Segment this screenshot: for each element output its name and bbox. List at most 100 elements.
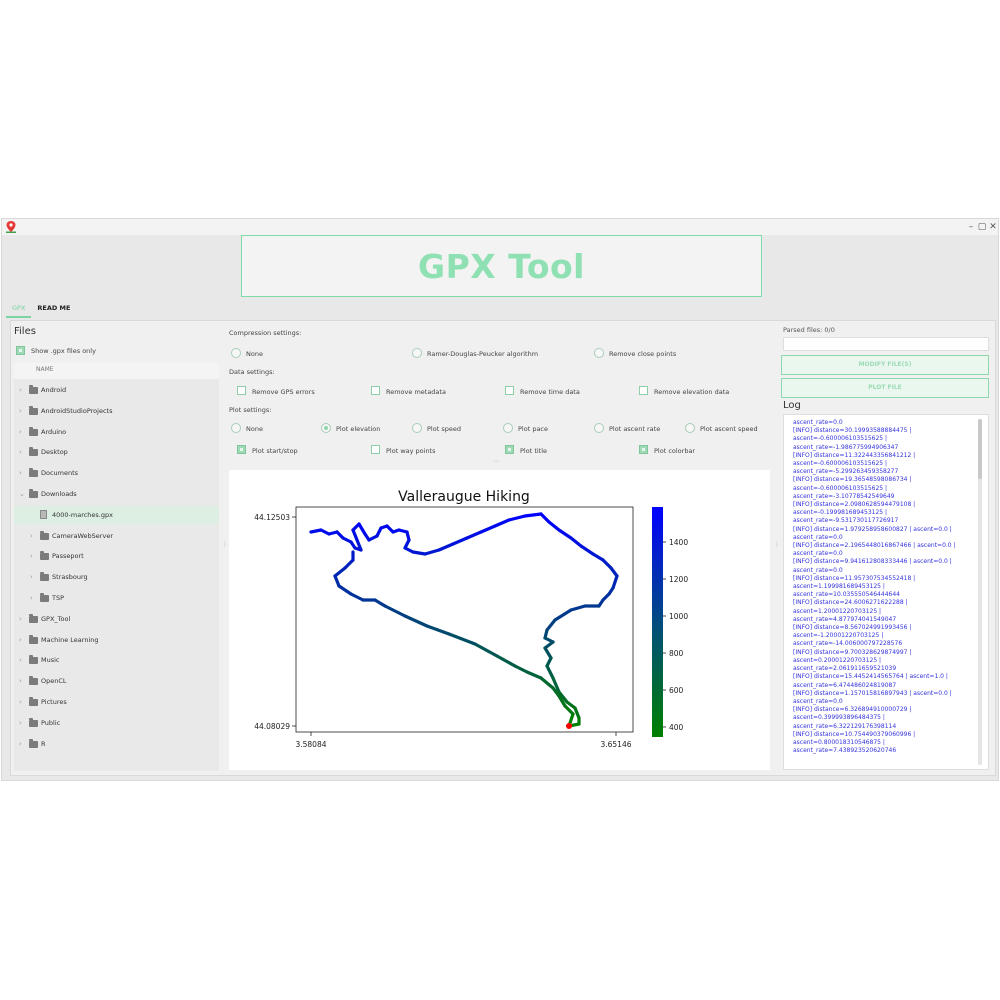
plot-way-points-checkbox[interactable] (371, 445, 380, 454)
plot-ascent-rate-radio[interactable] (594, 423, 604, 433)
folder-item[interactable]: › Music (14, 651, 219, 669)
folder-icon (29, 738, 38, 748)
plot-colorbar-checkbox[interactable] (639, 445, 648, 454)
log-output[interactable]: ascent_rate=0.0 [INFO] distance=30.199935… (783, 414, 989, 770)
chevron-right-icon[interactable]: › (19, 718, 22, 727)
folder-item[interactable]: › Public (14, 714, 219, 732)
track-segment (557, 528, 573, 540)
chevron-right-icon[interactable]: › (30, 552, 33, 561)
track-segment (465, 530, 483, 540)
plot-elevation-radio[interactable] (321, 423, 331, 433)
file-tree[interactable]: NAME › Android › AndroidStudioProjects › Ardu… (14, 363, 219, 771)
chevron-right-icon[interactable]: › (30, 573, 33, 582)
chevron-right-icon[interactable]: › (19, 635, 22, 644)
log-line: ascent_rate=6.474486024819087 (793, 681, 897, 689)
compression-rdp-label: Ramer-Douglas-Peucker algorithm (427, 350, 539, 358)
plot-start-stop-checkbox[interactable] (237, 445, 246, 454)
chevron-right-icon[interactable]: › (30, 594, 33, 602)
folder-item[interactable]: › Machine Learning (14, 631, 219, 649)
track-segment (523, 512, 543, 518)
show-gpx-only-checkbox[interactable] (16, 346, 25, 355)
modify-files-button[interactable]: MODIFY FILE(S) (781, 355, 989, 375)
folder-icon (40, 551, 49, 561)
compression-close-points-radio[interactable] (594, 348, 604, 358)
plot-axes-frame (295, 506, 634, 733)
folder-item[interactable]: › R (14, 735, 219, 753)
folder-icon (40, 593, 49, 602)
log-line: ascent_rate=0.0 (793, 550, 843, 558)
track-segment (355, 538, 363, 552)
remove-metadata-checkbox[interactable] (371, 386, 380, 395)
chevron-right-icon[interactable]: › (19, 386, 22, 394)
plot-pace-radio[interactable] (503, 423, 513, 433)
track-segment (423, 548, 441, 556)
parsed-files-label: Parsed files: 0/0 (783, 326, 835, 334)
file-item[interactable]: 4000-marches.gpx (14, 505, 219, 524)
tab-read-me[interactable]: READ ME (37, 304, 71, 312)
folder-item[interactable]: › Passeport (14, 547, 219, 565)
plot-elevation-label: Plot elevation (336, 425, 381, 433)
chevron-right-icon[interactable]: › (19, 469, 22, 478)
track-segment (545, 618, 557, 632)
folder-item[interactable]: ⌄ Downloads (14, 485, 219, 503)
chevron-right-icon[interactable]: › (19, 427, 22, 436)
tab-gpx[interactable]: GPX (6, 302, 32, 318)
chevron-right-icon[interactable]: › (19, 739, 22, 748)
log-line: [INFO] distance=6.326894910000729 | (793, 706, 912, 714)
track-segment (357, 522, 367, 536)
folder-item[interactable]: › Desktop (14, 443, 219, 461)
folder-item[interactable]: › GPX_Tool (14, 610, 219, 628)
plot-speed-radio[interactable] (412, 423, 422, 433)
tree-column-header[interactable]: NAME (14, 363, 219, 379)
log-scrollbar[interactable] (978, 419, 982, 765)
maximize-icon[interactable]: ▢ (977, 222, 987, 232)
folder-item[interactable]: › OpenCL (14, 672, 219, 690)
track-segment (493, 518, 511, 528)
compression-none-radio[interactable] (231, 348, 241, 358)
tree-item-label: Public (41, 718, 61, 727)
folder-item[interactable]: › Arduino (14, 423, 219, 441)
remove-elevation-data-checkbox[interactable] (639, 386, 648, 395)
remove-time-data-checkbox[interactable] (505, 386, 514, 395)
folder-item[interactable]: › Strasbourg (14, 568, 219, 586)
chevron-right-icon[interactable]: › (19, 698, 22, 706)
x-tick-label-right: 3.65146 (600, 740, 631, 749)
close-icon[interactable]: ✕ (989, 222, 997, 232)
track-segment (473, 642, 499, 658)
minimize-icon[interactable]: – (968, 222, 974, 232)
splitter-handle[interactable]: ⋮ (222, 541, 228, 548)
chevron-right-icon[interactable]: › (19, 614, 22, 623)
plot-file-button[interactable]: PLOT FILE (781, 378, 989, 398)
track-segment (539, 676, 555, 690)
plot-ascent-speed-radio[interactable] (685, 423, 695, 433)
chevron-down-icon[interactable]: ⌄ (19, 490, 25, 498)
log-line: [INFO] distance=1.979258958600827 | asce… (793, 525, 952, 533)
tree-item-label: Android (41, 386, 67, 394)
folder-icon (29, 676, 38, 686)
chevron-right-icon[interactable]: › (19, 406, 22, 415)
log-line: ascent_rate=6.322129176398114 (793, 722, 897, 730)
track-segment (373, 598, 387, 608)
right-splitter-handle[interactable]: ⋮ (774, 541, 780, 548)
folder-item[interactable]: › TSP (14, 589, 219, 607)
track-segment (551, 676, 561, 694)
folder-item[interactable]: › Pictures (14, 693, 219, 711)
log-line: [INFO] distance=10.754490379060996 | (793, 730, 916, 738)
folder-item[interactable]: › AndroidStudioProjects (14, 402, 219, 420)
folder-item[interactable]: › Android (14, 381, 219, 399)
log-scrollbar-thumb[interactable] (978, 419, 982, 479)
plot-none-radio[interactable] (231, 423, 241, 433)
track-segment (557, 690, 569, 704)
chevron-right-icon[interactable]: › (19, 677, 22, 686)
chevron-right-icon[interactable]: › (19, 656, 22, 665)
x-tick-label-left: 3.58084 (295, 740, 326, 749)
plot-title-checkbox[interactable] (505, 445, 514, 454)
chevron-right-icon[interactable]: › (30, 531, 33, 540)
chevron-right-icon[interactable]: › (19, 448, 22, 457)
plot-splitter-handle[interactable]: ⋯ (493, 458, 499, 465)
folder-item[interactable]: › CameraWebServer (14, 527, 219, 545)
compression-rdp-radio[interactable] (412, 348, 422, 358)
folder-item[interactable]: › Documents (14, 464, 219, 482)
remove-gps-errors-checkbox[interactable] (237, 386, 246, 395)
log-line: [INFO] distance=9.700328629874997 | (793, 648, 912, 656)
